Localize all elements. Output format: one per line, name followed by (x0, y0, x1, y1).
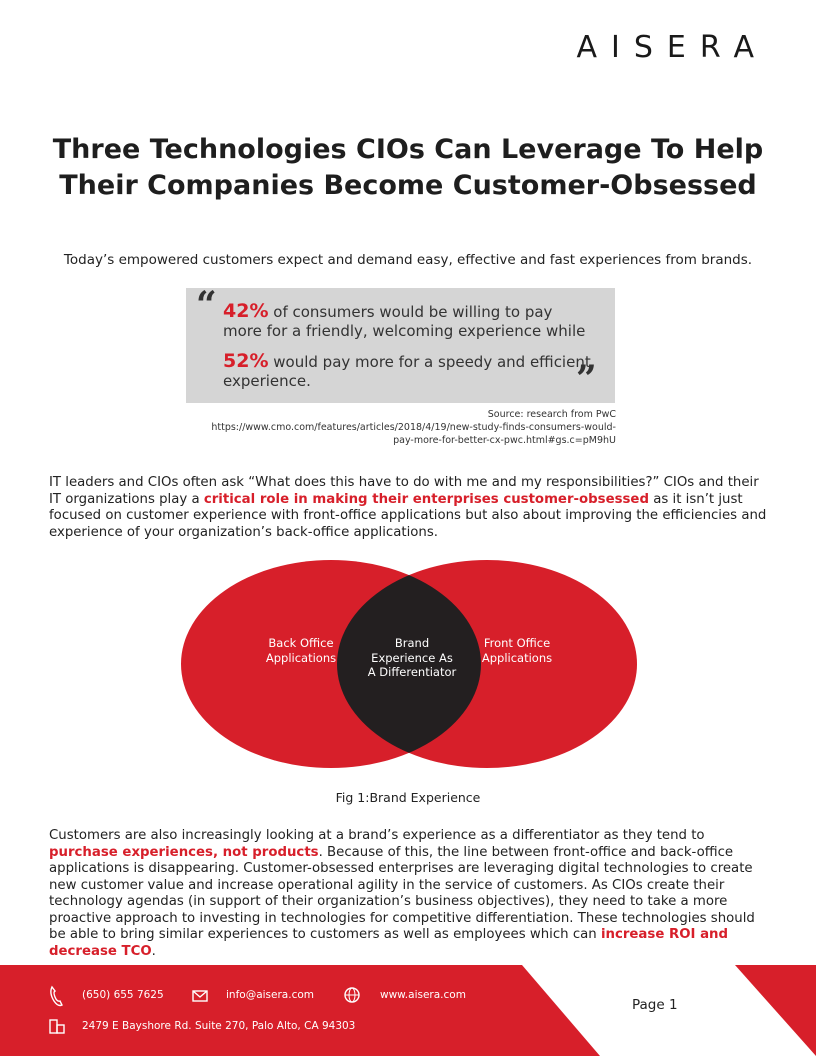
phone-icon (50, 985, 63, 1007)
title-line: Three Technologies CIOs Can Leverage To … (52, 134, 764, 165)
venn-overlap (337, 560, 481, 768)
text: . (151, 943, 156, 959)
page-number: Page 1 (632, 997, 678, 1013)
quote-line: 52% would pay more for a speedy and effi… (223, 352, 593, 391)
logo: AiSERA (576, 30, 768, 65)
text: as it isn’t just focused on customer exp… (49, 491, 767, 540)
source-url: https://www.cmo.com/features/articles/20… (211, 422, 616, 433)
footer-band (0, 965, 816, 1056)
quote-text: of consumers would be willing to pay mor… (223, 303, 586, 340)
text: Customers are also increasingly looking … (49, 828, 705, 843)
footer-web: www.aisera.com (380, 989, 466, 1001)
text: . Because of this, the line between fron… (49, 844, 755, 943)
stat: 42% (223, 300, 269, 322)
footer-phone: (650) 655 7625 (82, 989, 164, 1001)
quote-line: 42% of consumers would be willing to pay… (223, 302, 593, 341)
venn-diagram (181, 560, 637, 768)
text: IT leaders and CIOs often ask “What does… (49, 475, 759, 507)
footer-email: info@aisera.com (226, 989, 314, 1001)
source-label: Source: research from PwC (487, 409, 616, 420)
intro: Today’s empowered customers expect and d… (63, 252, 753, 268)
source-url: pay-more-for-better-cx-pwc.html#gs.c=pM9… (393, 435, 616, 446)
caption: Fig 1:Brand Experience (335, 790, 481, 805)
venn-right-label: Front Office Applications (481, 636, 553, 665)
footer-address: 2479 E Bayshore Rd. Suite 270, Palo Alto… (82, 1020, 356, 1032)
highlight-text: increase ROI and decrease TCO (49, 927, 729, 959)
footer-corner (735, 965, 816, 1056)
source: Source: research from PwC https://www.cm… (211, 408, 616, 447)
quote-text: would pay more for a speedy and efficien… (223, 353, 591, 390)
quote-open: “ (196, 284, 217, 326)
quote-close: ” (576, 358, 597, 400)
venn-center-label: Brand Experience As A Differentiator (367, 636, 457, 679)
stat: 52% (223, 350, 269, 372)
email-icon (192, 990, 208, 1002)
paragraph: Customers are also increasingly looking … (49, 828, 769, 960)
title-line: Their Companies Become Customer-Obsessed (59, 170, 757, 201)
venn-left-label: Back Office Applications (265, 636, 337, 665)
paragraph: IT leaders and CIOs often ask “What does… (49, 475, 769, 541)
quote-box: “ 42% of consumers would be willing to p… (186, 284, 615, 403)
highlight-text: critical role in making their enterprise… (203, 491, 649, 507)
highlight-text: purchase experiences, not products (49, 844, 319, 860)
footer-red (0, 965, 600, 1056)
